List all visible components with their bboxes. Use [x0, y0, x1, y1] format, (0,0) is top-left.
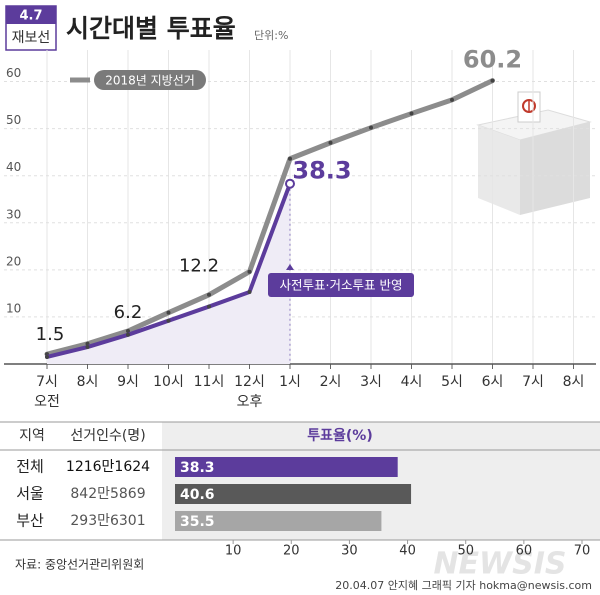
point: [45, 354, 49, 359]
x-tick-label: 9시: [117, 374, 139, 390]
y-tick-label: 10: [6, 301, 21, 315]
x-tick-label: 7시: [522, 374, 544, 390]
chart-title: 시간대별 투표율: [66, 14, 236, 43]
x-tick-label: 5시: [441, 374, 463, 390]
value-label: 40.6: [180, 487, 215, 503]
x-tick-label: 50: [457, 544, 474, 559]
point: [328, 140, 333, 145]
point: [126, 329, 130, 334]
x-tick-label: 40: [399, 544, 416, 559]
point: [166, 310, 171, 315]
point: [85, 345, 90, 350]
column-header: 지역: [19, 428, 45, 444]
point: [490, 78, 495, 83]
annotation-box: [268, 273, 414, 297]
x-tick-label: 6시: [482, 374, 504, 390]
x-tick-label: 8시: [77, 374, 99, 390]
electorate: 1216만1624: [66, 459, 150, 475]
point: [288, 156, 292, 161]
x-tick-label: 4시: [401, 374, 423, 390]
value-label: 38.3: [180, 460, 215, 476]
point: [409, 111, 414, 116]
badge-top: [6, 6, 56, 24]
point: [450, 97, 454, 102]
row-label: 서울: [16, 485, 44, 503]
value-label: 60.2: [463, 46, 522, 74]
bar: [175, 511, 382, 531]
column-header: 투표율(%): [307, 427, 372, 444]
x-tick-label: 10시: [153, 374, 184, 390]
electorate: 293만6301: [70, 513, 145, 529]
y-tick-label: 40: [6, 160, 21, 174]
y-tick-label: 60: [6, 66, 21, 80]
point: [369, 125, 373, 130]
value-label: 38.3: [292, 157, 351, 185]
credit: 20.04.07 안지혜 그래픽 기자 hokma@newsis.com: [335, 579, 592, 592]
x-tick-label: 3시: [360, 374, 382, 390]
point: [126, 332, 130, 337]
row-label: 부산: [16, 512, 44, 530]
x-tick-label: 2시: [320, 374, 342, 390]
bar: [175, 484, 412, 504]
value-label: 12.2: [179, 256, 219, 277]
x-tick-sublabel: 오전: [34, 394, 60, 410]
x-tick-label: 8시: [563, 374, 585, 390]
x-tick-label: 12시: [234, 374, 265, 390]
row-label: 전체: [16, 458, 44, 476]
point: [207, 304, 211, 309]
x-tick-label: 1시: [279, 374, 301, 390]
legend-box: [94, 70, 206, 90]
x-tick-label: 10: [225, 544, 242, 559]
value-label: 1.5: [36, 324, 65, 345]
legend-label: 2018년 지방선거: [105, 74, 195, 88]
x-tick-label: 60: [516, 544, 533, 559]
watermark: NEWSIS: [433, 547, 566, 582]
x-tick-label: 20: [283, 544, 300, 559]
x-tick-label: 7시: [36, 374, 58, 390]
source: 자료: 중앙선거관리위원회: [15, 558, 144, 572]
y-tick-label: 30: [6, 207, 21, 221]
badge-label: 재보선: [12, 30, 51, 46]
x-tick-label: 11시: [194, 374, 225, 390]
annotation-pointer: [286, 264, 294, 270]
point: [247, 269, 252, 274]
point: [247, 289, 252, 294]
y-tick-label: 50: [6, 113, 21, 127]
point: [285, 178, 295, 189]
unit: 단위:%: [254, 29, 288, 42]
annotation: 사전투표·거소투표 반영: [280, 278, 403, 293]
x-tick-label: 70: [574, 544, 591, 559]
x-tick-sublabel: 오후: [237, 394, 263, 410]
point: [166, 318, 171, 323]
area-fill: [47, 183, 290, 364]
value-label: 35.5: [180, 514, 215, 530]
bar: [175, 457, 398, 477]
point: [207, 292, 211, 297]
x-tick-label: 30: [341, 544, 358, 559]
column-header: 선거인수(명): [70, 428, 145, 444]
series-line: [44, 78, 495, 357]
electorate: 842만5869: [70, 486, 145, 502]
y-tick-label: 20: [6, 254, 21, 268]
badge-date: 4.7: [19, 9, 42, 24]
ballot-box: [476, 91, 592, 215]
value-label: 6.2: [114, 302, 143, 323]
